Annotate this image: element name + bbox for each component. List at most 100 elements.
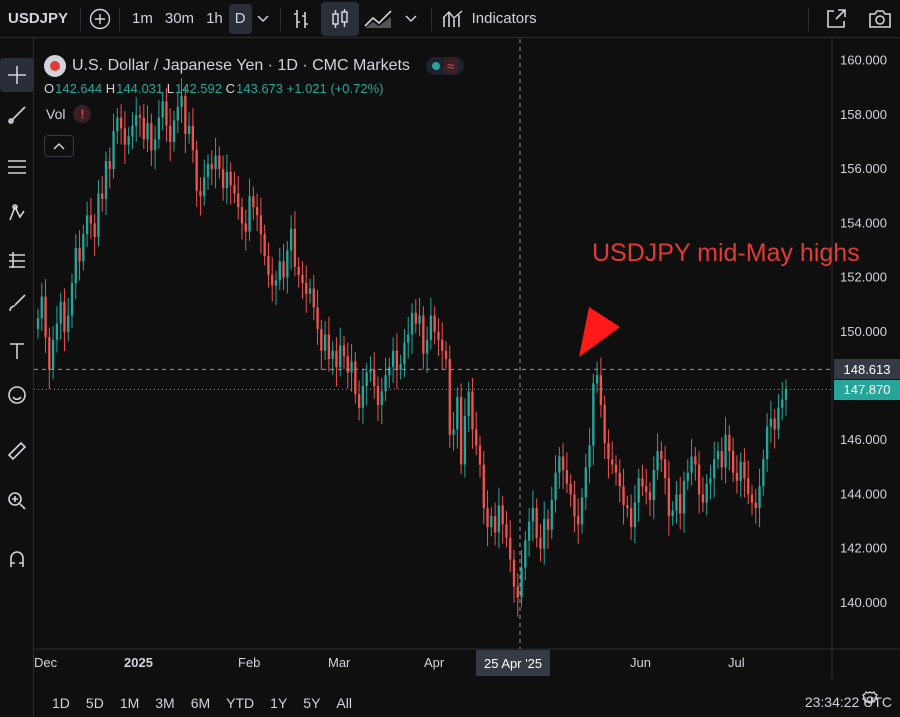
candle-body (59, 301, 62, 324)
interval-30m[interactable]: 30m (164, 10, 195, 27)
candles-chart-type-button[interactable] (320, 1, 359, 36)
add-symbol-button[interactable] (81, 0, 119, 38)
projection-tool[interactable] (0, 242, 34, 276)
candle-body (622, 486, 625, 506)
bar-chart-type-button[interactable] (281, 0, 321, 38)
candle-body (67, 315, 70, 332)
price-tick-label: 150.000 (840, 324, 887, 339)
candle-body (373, 369, 376, 387)
text-tool[interactable] (0, 334, 34, 368)
candle-body (274, 280, 278, 286)
candle-body (546, 518, 550, 530)
range-all[interactable]: All (336, 694, 352, 711)
candle-body (252, 196, 255, 208)
trend-line-tool[interactable] (0, 98, 34, 132)
interval-dropdown[interactable] (252, 0, 274, 38)
candle-body (724, 434, 727, 468)
fullscreen-button[interactable] (820, 0, 852, 38)
candlestick-plot[interactable]: 160.000 158.000 156.000 154.000 152.000 150.0… (34, 39, 900, 679)
range-1y[interactable]: 1Y (270, 694, 288, 711)
high-value: 144.031 (116, 81, 164, 96)
price-tick-label: 144.000 (840, 486, 887, 501)
magnet-tool[interactable] (0, 542, 34, 576)
volume-indicator[interactable]: Vol ! (46, 105, 92, 123)
candle-body (55, 323, 59, 340)
candle-body (350, 361, 353, 373)
collapse-legend-button[interactable] (44, 135, 74, 157)
range-6m[interactable]: 6M (190, 694, 211, 711)
price-tick-label: 158.000 (840, 107, 887, 122)
range-1d[interactable]: 1D (52, 694, 70, 711)
candle-body (701, 494, 705, 503)
candle-body (101, 193, 104, 199)
price-chart[interactable]: 160.000 158.000 156.000 154.000 152.000 150.0… (34, 39, 900, 704)
interval-1m[interactable]: 1m (132, 10, 153, 27)
measure-tool[interactable] (0, 434, 34, 468)
candle-body (271, 274, 274, 286)
warning-icon[interactable]: ! (73, 105, 92, 123)
candle-body (123, 128, 127, 145)
interval-d[interactable]: D (228, 3, 252, 34)
fib-tool[interactable] (0, 150, 34, 184)
candle-body (584, 467, 587, 498)
candle-body (135, 114, 138, 126)
chevron-up-icon (53, 142, 65, 150)
candle-body (629, 508, 633, 527)
candle-body (611, 459, 614, 465)
candle-body (769, 418, 773, 427)
candle-body (267, 255, 270, 275)
indicators-button[interactable]: Indicators (432, 0, 547, 38)
crosshair-price-label: 148.613 (834, 359, 900, 380)
pattern-tool[interactable] (0, 196, 34, 230)
area-chart-icon (364, 9, 392, 28)
candle-body (607, 442, 610, 460)
candle-body (308, 288, 312, 294)
time-tick-label: Jun (630, 655, 651, 670)
candle-body (539, 537, 542, 549)
symbol-search[interactable]: USDJPY (8, 10, 69, 27)
candle-body (592, 383, 595, 446)
zoom-tool[interactable] (0, 484, 34, 518)
time-tick-label: Dec (34, 655, 58, 670)
candle-body (74, 247, 77, 283)
chevron-down-icon (405, 14, 417, 22)
candle-body (395, 350, 399, 370)
interval-1h[interactable]: 1h (206, 10, 223, 27)
candle-body (648, 491, 652, 500)
range-3m[interactable]: 3M (155, 694, 175, 711)
range-ytd[interactable]: YTD (226, 694, 255, 711)
chart-annotation-text: USDJPY mid-May highs (592, 239, 860, 267)
time-axis: Dec 2025 Feb Mar Apr Jun Jul (34, 655, 745, 670)
candle-body (663, 459, 667, 479)
magnet-icon (10, 551, 24, 567)
toolbar-divider (430, 6, 432, 31)
candle-body (709, 478, 712, 484)
chart-type-dropdown[interactable] (399, 0, 423, 38)
candle-body (690, 456, 693, 473)
candle-body (686, 472, 689, 481)
candle-body (365, 372, 368, 387)
annotation-arrow (579, 307, 620, 357)
candle-body (346, 356, 349, 373)
price-tick-label: 152.000 (840, 270, 887, 285)
range-5d[interactable]: 5D (85, 694, 104, 711)
candle-body (36, 318, 40, 330)
range-1m[interactable]: 1M (119, 694, 140, 711)
screenshot-button[interactable] (864, 0, 896, 38)
emoji-tool[interactable] (0, 378, 34, 412)
market-status-pill[interactable]: ≈ (425, 57, 464, 75)
crosshair-tool[interactable] (0, 58, 34, 92)
candle-body (543, 518, 546, 549)
settings-gear-icon[interactable] (860, 690, 880, 710)
area-chart-type-button[interactable] (359, 0, 399, 38)
utc-clock[interactable]: 23:34:22 UTC (804, 694, 892, 710)
candle-body (221, 169, 225, 189)
candle-body (565, 470, 569, 484)
delayed-data-icon: ≈ (443, 58, 458, 74)
top-toolbar: USDJPY 1m 30m 1h D Indicators (0, 0, 900, 38)
candle-body (342, 345, 346, 357)
brush-tool[interactable] (0, 286, 34, 320)
candle-body (229, 171, 232, 186)
range-5y[interactable]: 5Y (303, 694, 321, 711)
candle-body (108, 161, 111, 170)
